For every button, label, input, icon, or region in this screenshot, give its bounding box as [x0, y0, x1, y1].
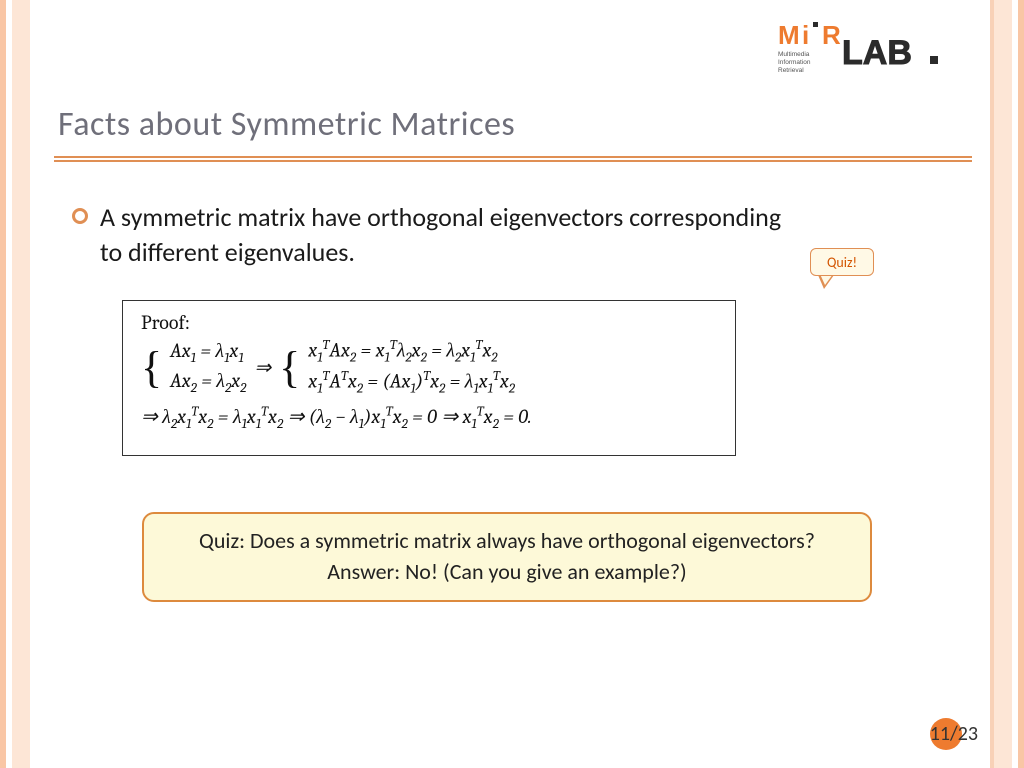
left-brace-icon-2: { — [279, 348, 300, 388]
svg-text:Information: Information — [778, 59, 811, 66]
quiz-answer-box: Quiz: Does a symmetric matrix always hav… — [142, 512, 872, 602]
page-current: 11 — [930, 722, 950, 746]
svg-text:M: M — [778, 20, 800, 50]
proof-deriv-2: x1TATx2 = (Ax1)Tx2 = λ1x1Tx2 — [308, 369, 515, 398]
right-edge-strip — [994, 0, 1012, 768]
proof-premise-2: Ax2 = λ2x2 — [170, 369, 246, 397]
title-divider — [54, 156, 972, 162]
left-brace-icon: { — [141, 348, 162, 388]
page-total: 23 — [958, 722, 978, 746]
proof-conclusion: ⇒ λ2x1Tx2 = λ1x1Tx2 ⇒ (λ2 − λ1)x1Tx2 = 0… — [141, 404, 717, 432]
quiz-answer-line: Answer: No! (Can you give an example?) — [162, 557, 852, 588]
quiz-callout: Quiz! — [810, 248, 874, 276]
bullet-text: A symmetric matrix have orthogonal eigen… — [100, 200, 792, 270]
proof-row-1: { Ax1 = λ1x1 Ax2 = λ2x2 ⇒ { x1TAx2 = x1T… — [141, 338, 717, 398]
page-number: 11/23 — [930, 722, 978, 746]
svg-text:Multimedia: Multimedia — [778, 51, 810, 58]
proof-premise-1: Ax1 = λ1x1 — [170, 339, 246, 367]
proof-label: Proof: — [141, 311, 717, 334]
bullet-marker-icon — [72, 208, 88, 224]
left-edge-strip — [12, 0, 30, 768]
quiz-callout-label: Quiz! — [827, 254, 857, 271]
svg-text:LAB: LAB — [842, 34, 912, 72]
svg-text:Retrieval: Retrieval — [778, 67, 804, 74]
proof-box: Proof: { Ax1 = λ1x1 Ax2 = λ2x2 ⇒ { x1TAx… — [122, 300, 736, 456]
slide-title: Facts about Symmetric Matrices — [58, 104, 515, 145]
svg-text:i: i — [802, 20, 809, 50]
page-sep: / — [950, 722, 958, 746]
proof-deriv-1: x1TAx2 = x1Tλ2x2 = λ2x1Tx2 — [308, 338, 515, 367]
slide: M i R Multimedia Information Retrieval L… — [0, 0, 1024, 768]
bullet-item: A symmetric matrix have orthogonal eigen… — [72, 200, 792, 270]
mir-lab-logo: M i R Multimedia Information Retrieval L… — [778, 18, 948, 78]
quiz-question-line: Quiz: Does a symmetric matrix always hav… — [162, 526, 852, 557]
implies-icon: ⇒ — [254, 356, 271, 380]
right-edge-accent — [990, 0, 994, 768]
svg-text:R: R — [822, 20, 841, 50]
